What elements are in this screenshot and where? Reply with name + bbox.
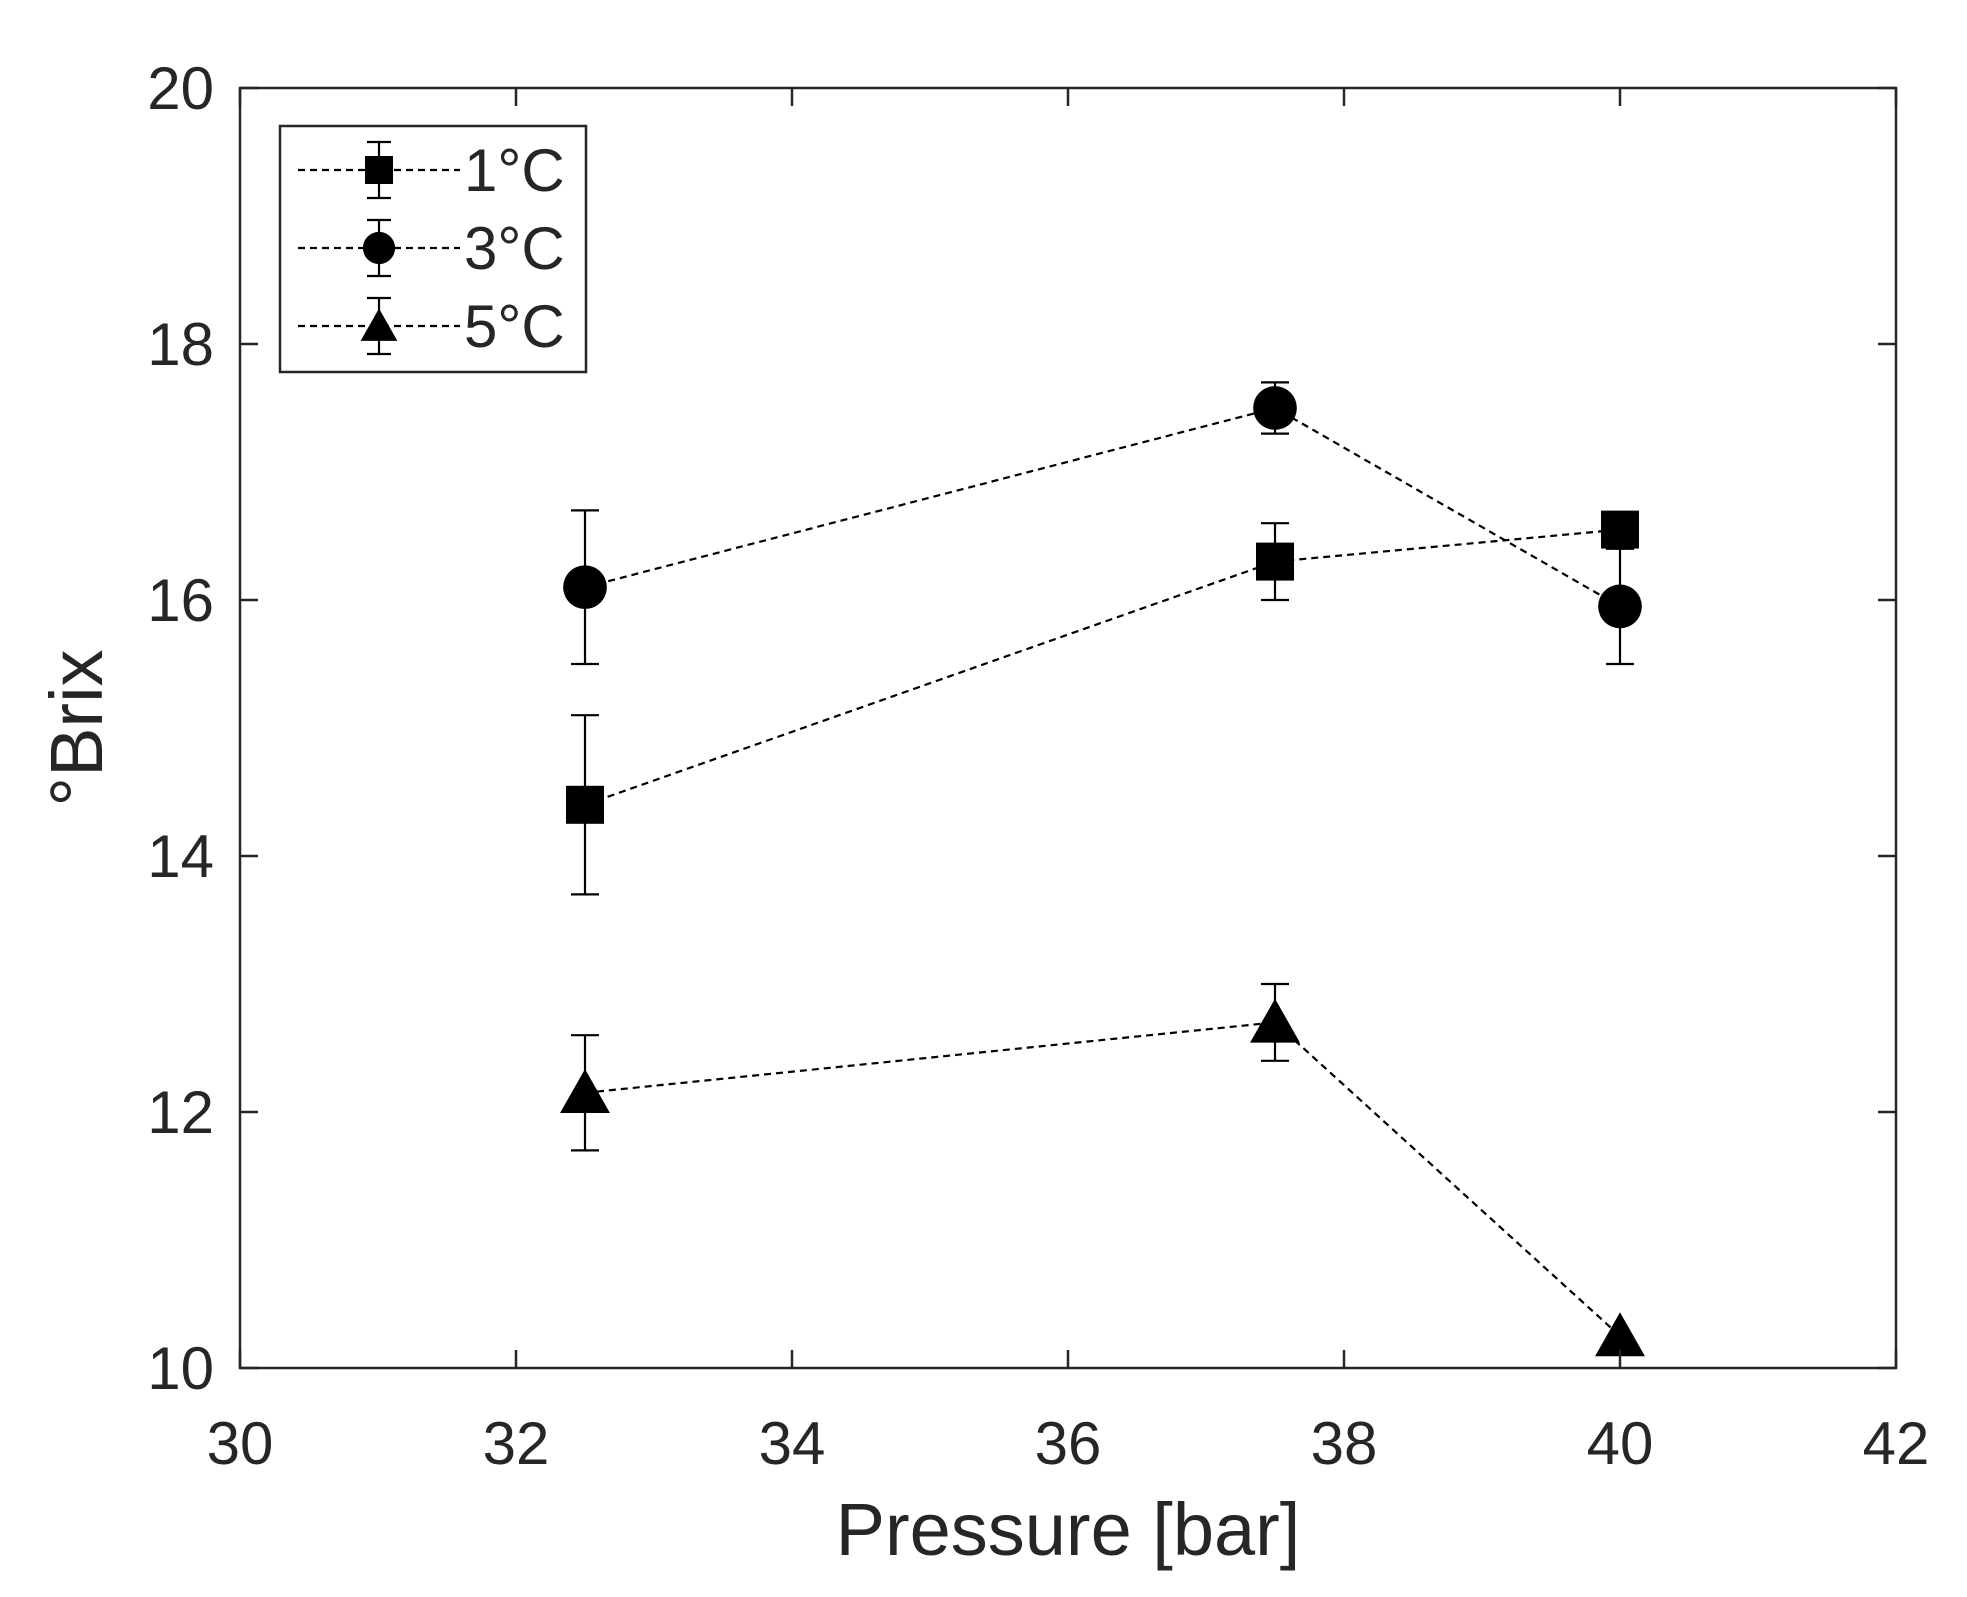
x-tick-label: 42: [1863, 1410, 1930, 1477]
legend-marker-circle: [362, 231, 396, 265]
data-point-square: [1601, 510, 1639, 549]
plot-area: [560, 381, 1645, 1357]
data-point-circle: [563, 565, 607, 610]
x-tick-label: 32: [483, 1410, 550, 1477]
axis-ticks: 30 32 34 36 38 40 42 10 12 14 16 18 20: [147, 55, 1929, 1477]
data-point-circle: [1253, 386, 1297, 430]
x-axis-label: Pressure [bar]: [836, 1488, 1301, 1571]
legend: 1°C 3°C 5°C: [278, 124, 588, 374]
data-point-circle: [1598, 584, 1642, 629]
legend-label: 1°C: [464, 137, 565, 204]
y-tick-label: 20: [147, 55, 214, 122]
legend-label: 3°C: [464, 215, 565, 282]
y-tick-label: 10: [147, 1335, 214, 1402]
y-tick-label: 14: [147, 823, 214, 890]
y-axis-label: °Brix: [35, 649, 118, 806]
data-point-triangle: [560, 1069, 610, 1113]
legend-item: 5°C: [298, 293, 565, 360]
y-tick-label: 18: [147, 311, 214, 378]
data-point-square: [566, 785, 604, 824]
data-point-triangle: [1250, 998, 1300, 1043]
legend-marker-triangle: [360, 308, 398, 341]
x-tick-label: 30: [207, 1410, 274, 1477]
x-tick-label: 34: [759, 1410, 826, 1477]
data-point-square: [1256, 542, 1294, 581]
y-tick-label: 16: [147, 567, 214, 634]
legend-item: 1°C: [298, 137, 565, 204]
x-tick-label: 36: [1035, 1410, 1102, 1477]
series-square: [566, 510, 1639, 896]
y-tick-label: 12: [147, 1079, 214, 1146]
series-circle: [563, 381, 1642, 666]
data-point-triangle: [1595, 1312, 1645, 1357]
series-triangle: [560, 982, 1645, 1357]
legend-item: 3°C: [298, 215, 565, 282]
series-line: [584, 1021, 1621, 1337]
legend-marker-square: [365, 156, 393, 184]
x-tick-label: 40: [1587, 1410, 1654, 1477]
x-tick-label: 38: [1311, 1410, 1378, 1477]
legend-label: 5°C: [464, 293, 565, 360]
